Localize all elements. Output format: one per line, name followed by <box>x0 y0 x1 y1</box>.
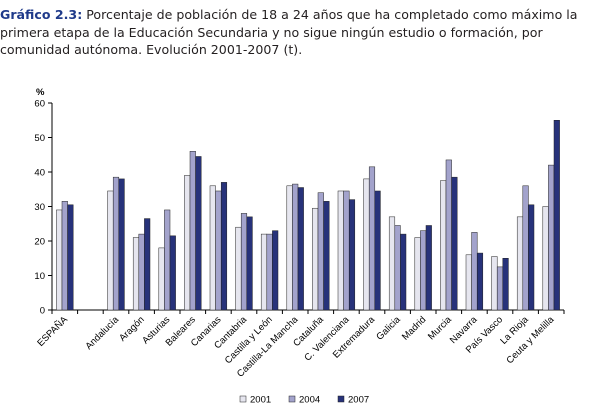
bar-2001 <box>542 206 549 311</box>
category-labels: ESPAÑA AndalucíaAragónAsturiasBalearesCan… <box>35 310 565 380</box>
bar-2004 <box>343 190 350 311</box>
bar-2001 <box>158 247 165 311</box>
legend-swatch-2001 <box>239 395 247 403</box>
bar-2001 <box>132 237 140 311</box>
category-label: Andalucía <box>83 314 121 352</box>
legend-swatch-2007 <box>337 395 345 403</box>
bar-2001 <box>107 190 114 311</box>
bar-2004 <box>292 183 299 311</box>
bar-2007 <box>118 178 125 311</box>
category-label: Madrid <box>400 314 428 342</box>
bar-2004 <box>317 192 324 311</box>
bar-2001 <box>465 254 472 311</box>
bar-2001 <box>184 175 191 311</box>
chart-title-label: Gráfico 2.3 <box>0 7 78 22</box>
y-tick-label: 20 <box>34 237 45 248</box>
bar-2007 <box>425 225 432 311</box>
bar-2007 <box>400 233 407 311</box>
bar-2004 <box>420 230 427 311</box>
bar-2001 <box>235 226 242 311</box>
bar-2007 <box>348 199 356 311</box>
bar-2001 <box>440 180 447 311</box>
bar-2001 <box>260 233 268 311</box>
bar-2007 <box>476 252 484 311</box>
y-tick-label: 30 <box>34 202 45 213</box>
bar-2001 <box>312 207 319 311</box>
bar-2001 <box>286 185 293 311</box>
legend-label: 2004 <box>299 395 320 406</box>
bar-2007 <box>297 187 304 311</box>
legend: 2001 2004 2007 <box>239 395 369 406</box>
bar-2004 <box>266 233 273 311</box>
bar-2007 <box>169 235 176 311</box>
bar-2004 <box>445 159 452 311</box>
bar-2007 <box>195 156 202 311</box>
bar-2007 <box>220 182 228 311</box>
bar-2007 <box>67 204 74 311</box>
y-tick-label: 40 <box>34 168 45 179</box>
bar-2001 <box>491 256 498 311</box>
bar-2007 <box>502 258 509 311</box>
legend-label: 2001 <box>250 395 271 406</box>
y-tick-label: 10 <box>34 271 45 282</box>
chart-title-text: Porcentaje de población de 18 a 24 años … <box>0 7 578 57</box>
bar-2001 <box>337 190 344 311</box>
bar-2001 <box>363 178 370 311</box>
bar-2007 <box>553 120 560 311</box>
bar-2004 <box>368 166 376 311</box>
bar-2007 <box>246 216 253 311</box>
bar-2004 <box>215 190 222 311</box>
bar-2004 <box>471 232 478 311</box>
bar-2007 <box>272 230 279 311</box>
y-ticks: 0 10 20 30 40 50 60 <box>34 99 52 317</box>
bar-2004 <box>522 185 529 311</box>
bars <box>56 120 560 311</box>
bar-2001 <box>414 237 421 311</box>
chart-title: Gráfico 2.3: Porcentaje de población de … <box>0 6 592 59</box>
category-label: Galicia <box>374 314 403 343</box>
category-label: ESPAÑA <box>35 314 70 349</box>
y-tick-label: 50 <box>34 133 45 144</box>
bar-2004 <box>496 266 504 311</box>
bar-2001 <box>388 216 396 311</box>
bar-2004 <box>189 151 196 311</box>
bar-2001 <box>56 209 63 311</box>
chart-title-separator: : <box>77 7 83 22</box>
y-tick-label: 60 <box>34 99 45 110</box>
bar-2004 <box>138 233 145 311</box>
bar-2001 <box>209 185 216 311</box>
bar-2007 <box>451 176 458 311</box>
legend-label: 2007 <box>348 395 369 406</box>
bar-2004 <box>548 164 555 311</box>
y-tick-label: 0 <box>40 306 45 317</box>
bar-2004 <box>240 213 248 311</box>
legend-swatch-2004 <box>288 395 296 403</box>
bar-2004 <box>164 209 171 311</box>
bar-2004 <box>61 201 68 311</box>
bar-2007 <box>144 218 151 311</box>
bar-2004 <box>112 176 120 311</box>
bar-2004 <box>394 225 401 311</box>
bar-2007 <box>323 201 330 311</box>
bar-2007 <box>374 190 381 311</box>
bar-2001 <box>516 216 524 311</box>
y-axis-label: % <box>36 87 45 98</box>
bar-2007 <box>528 204 535 311</box>
